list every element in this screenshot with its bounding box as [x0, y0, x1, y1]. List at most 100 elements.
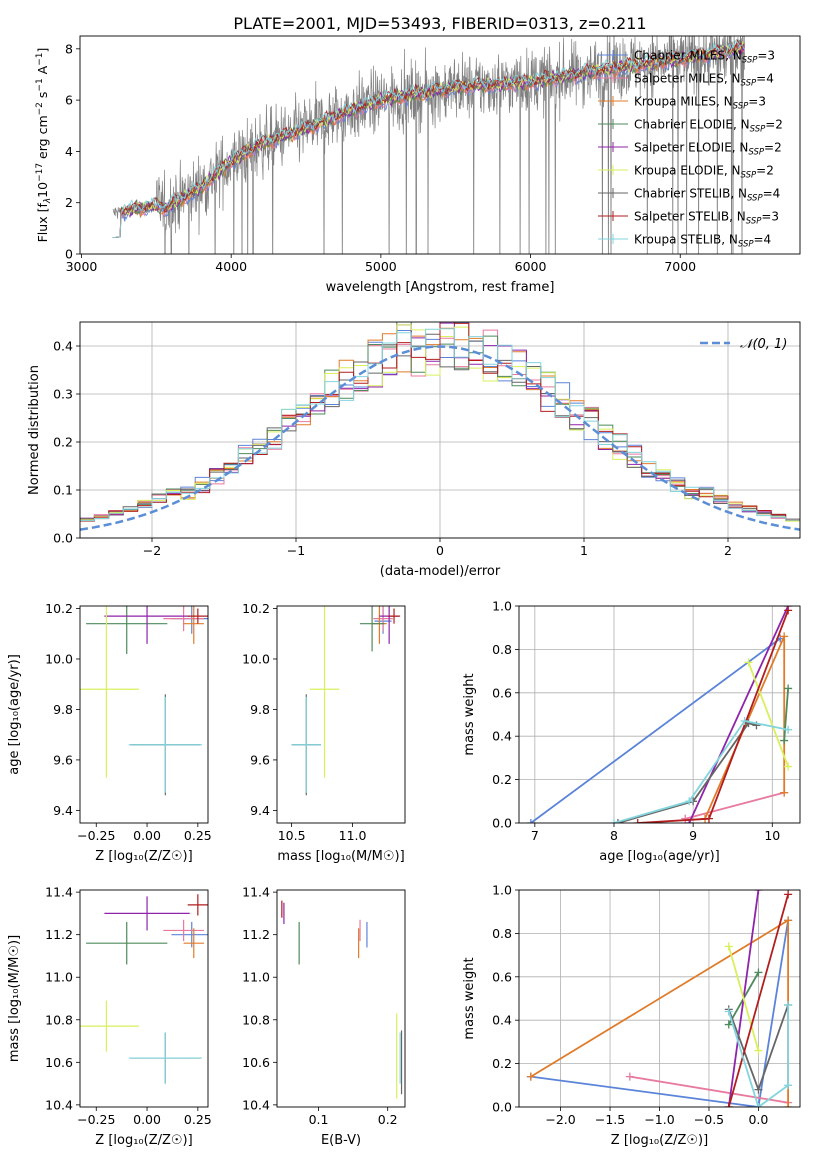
weight-line	[727, 1005, 789, 1107]
x-tick-label: 0.25	[184, 828, 212, 843]
plot-mass_vs_Z	[80, 894, 208, 1084]
y-tick-label: 10.6	[242, 1055, 270, 1070]
axes-frame	[276, 889, 406, 1108]
x-tick-label: 11.0	[339, 828, 367, 843]
y-tick-label: 8	[65, 41, 73, 56]
x-tick-label: 0.00	[133, 1112, 161, 1127]
errorbar-point	[128, 1032, 202, 1084]
errorbar-point	[309, 606, 340, 778]
x-tick-label: 0	[436, 543, 444, 558]
x-tick-label: −1.0	[644, 1112, 674, 1127]
weight-marker	[784, 684, 793, 693]
x-tick-label: 0.0	[748, 1112, 768, 1127]
plot-area: 3000 4000 5000 6000 7000 0 2 4 6 8 wavelength [Ang…	[7, 35, 801, 1148]
y-tick-label: 9.8	[250, 702, 270, 717]
weight-marker	[744, 658, 753, 667]
legend-label: Salpeter ELODIE, NSSP=2	[634, 141, 782, 158]
axes-residuals: −2 −1 0 1 2 0.0 0.1 0.2 0.3 0.4 (data-model)/error…	[27, 321, 801, 579]
weight-marker	[633, 819, 642, 823]
weight-marker	[724, 1007, 733, 1016]
y-tick-label: 0.8	[492, 926, 512, 941]
weight-marker	[780, 788, 789, 797]
legend-label: Chabrier ELODIE, NSSP=2	[634, 118, 783, 135]
figure-title: PLATE=2001, MJD=53493, FIBERID=0313, z=0…	[233, 14, 646, 33]
x-tick-label: 10.5	[278, 828, 306, 843]
legend-label: Salpeter STELIB, NSSP=3	[634, 210, 779, 227]
y-tick-label: 10.0	[242, 651, 270, 666]
x-tick-label: 10	[764, 828, 780, 843]
plot-weight_vs_age	[519, 606, 800, 823]
weight-marker	[784, 762, 793, 771]
errorbar-point	[86, 921, 168, 965]
x-axis-label: E(B-V)	[321, 1133, 361, 1148]
axes-frame	[79, 889, 209, 1108]
x-tick-label: −0.5	[694, 1112, 724, 1127]
legend-spectrum: Chabrier MILES, NSSP=3 Salpeter MILES, NS…	[598, 49, 783, 250]
y-tick-label: 0.4	[492, 729, 512, 744]
errorbar-point	[187, 608, 208, 624]
y-tick-label: 9.4	[250, 803, 270, 818]
weight-marker	[754, 1103, 763, 1107]
y-tick-label: 11.2	[242, 927, 270, 942]
y-axis-label: Normed distribution	[27, 365, 42, 495]
weight-marker	[784, 1001, 793, 1010]
y-tick-label: 2	[65, 195, 73, 210]
legend-label: Kroupa ELODIE, NSSP=2	[634, 164, 774, 181]
weight-marker	[681, 814, 690, 823]
x-tick-label: 0.25	[184, 1112, 212, 1127]
normal-curve	[80, 345, 800, 531]
errorbar-point	[104, 896, 190, 931]
x-tick-label: −1.5	[595, 1112, 625, 1127]
y-tick-label: 10.8	[242, 1012, 270, 1027]
x-tick-label: −0.25	[77, 828, 115, 843]
weight-marker	[784, 890, 793, 899]
weight-marker	[780, 632, 789, 641]
histogram-step	[80, 328, 800, 522]
x-tick-label: 8	[610, 828, 618, 843]
errorbar-point	[80, 1000, 139, 1052]
errorbar-point	[187, 894, 208, 916]
y-tick-label: 10.0	[45, 651, 73, 666]
y-tick-label: 10.2	[242, 601, 270, 616]
x-tick-label: 7000	[664, 259, 696, 274]
x-tick-label: 0.2	[378, 1112, 398, 1127]
axes-frame	[79, 321, 801, 539]
model-spectrum-line	[112, 39, 745, 239]
plot-weight_vs_Z	[519, 890, 800, 1107]
weight-marker	[724, 1103, 733, 1107]
x-tick-label: 2	[724, 543, 732, 558]
errorbar-point	[291, 696, 321, 793]
weight-marker	[613, 819, 622, 823]
errorbar-point	[359, 606, 385, 652]
x-tick-label: 5000	[365, 259, 397, 274]
axes-spectrum: 3000 4000 5000 6000 7000 0 2 4 6 8 wavelength [Ang…	[35, 35, 801, 295]
weight-line	[684, 791, 785, 820]
x-axis-label: mass [log₁₀(M/M☉)]	[277, 849, 404, 864]
axes-weight_vs_age: 7 8 9 10 0.0 0.2 0.4 0.6 0.8 1.0 age [log₁₀(age/yr…	[462, 599, 801, 864]
y-tick-label: 10.8	[45, 1012, 73, 1027]
y-tick-label: 0.4	[53, 339, 73, 354]
errorbar-point	[80, 606, 139, 778]
x-tick-label: 1	[580, 543, 588, 558]
weight-marker	[754, 890, 763, 894]
axes-mass_vs_Z: −0.25 0.00 0.25 10.4 10.6 10.8 11.0 11.2 11.4 Z […	[7, 885, 212, 1148]
x-tick-label: −1	[287, 543, 305, 558]
weight-marker	[784, 916, 793, 925]
errorbar-point	[183, 928, 204, 959]
x-tick-label: −0.25	[77, 1112, 115, 1127]
weight-marker	[609, 819, 618, 823]
legend-label: 𝒩(0, 1)	[740, 337, 787, 352]
plot-age_vs_Z	[80, 606, 208, 796]
y-tick-label: 11.0	[45, 970, 73, 985]
x-tick-label: −2	[143, 543, 161, 558]
legend-label: Kroupa MILES, NSSP=3	[634, 95, 766, 112]
weight-line	[613, 720, 789, 823]
plot-spectrum	[112, 36, 745, 254]
y-tick-label: 0.2	[53, 435, 73, 450]
axes-age_vs_mass: 10.5 11.0 9.4 9.6 9.8 10.0 10.2 mass [log₁₀(M/M…	[242, 601, 406, 864]
weight-line	[629, 1075, 789, 1104]
plot-mass_vs_ebv	[281, 900, 403, 1099]
y-tick-label: 6	[65, 93, 73, 108]
y-axis-label: mass weight	[462, 957, 477, 1039]
weight-marker	[704, 814, 713, 823]
